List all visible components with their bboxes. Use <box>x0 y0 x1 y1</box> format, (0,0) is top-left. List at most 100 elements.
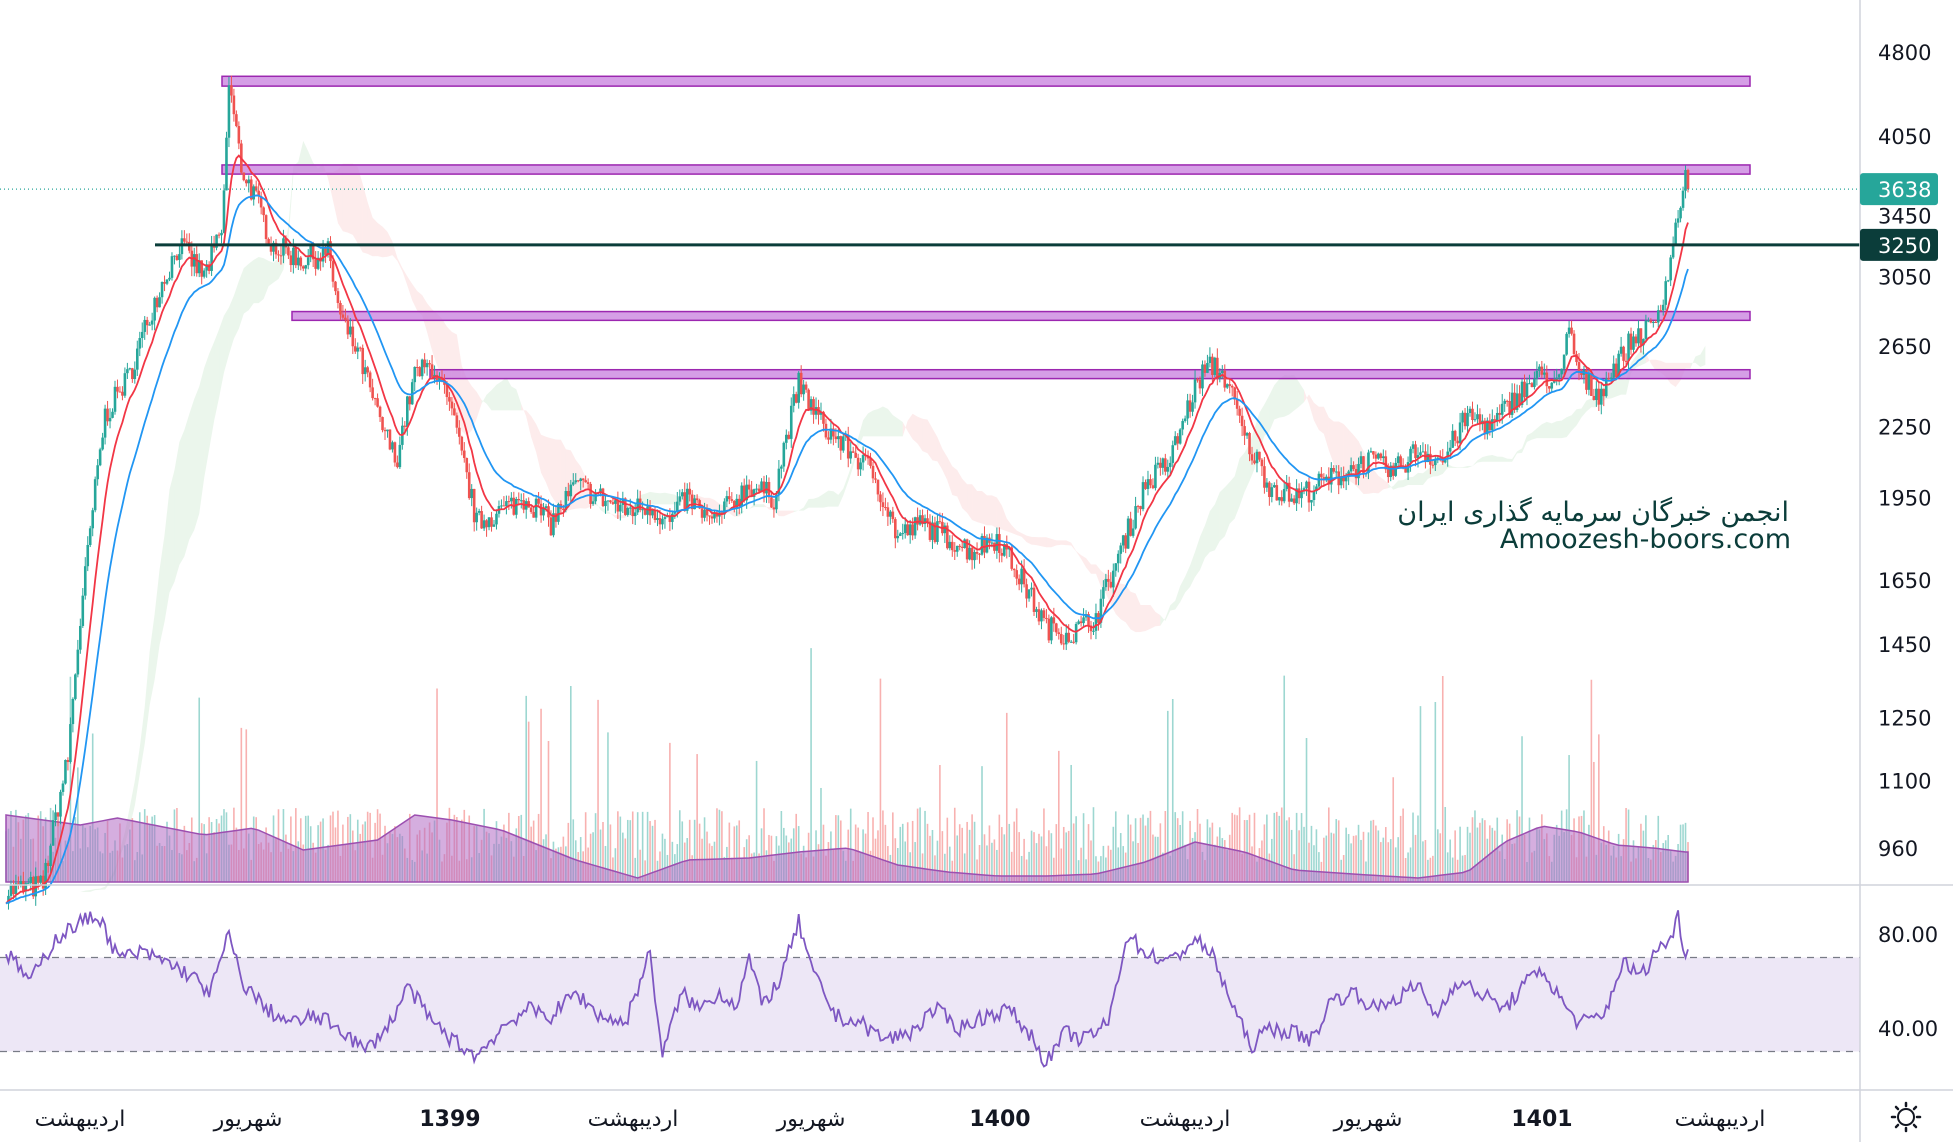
moving-averages <box>5 154 1689 905</box>
cloud-segment <box>996 497 1002 530</box>
candle-body <box>1290 498 1293 502</box>
candle-body <box>1562 354 1566 369</box>
cloud-segment <box>610 513 616 518</box>
candle-body <box>869 458 872 466</box>
candle-body <box>1136 506 1140 508</box>
cloud-segment <box>1199 525 1205 570</box>
candle-body <box>1604 378 1608 397</box>
time-axis[interactable]: اردیبهشت شهریور 1399 اردیبهشت شهریور 1400 اردی… <box>35 1107 1766 1132</box>
candle-body <box>628 507 632 509</box>
candle-body <box>54 812 57 821</box>
candle-body <box>477 511 481 513</box>
candle-body <box>1275 485 1279 501</box>
candle-body <box>1119 545 1123 554</box>
candle-body <box>1003 544 1006 556</box>
candle-body <box>81 595 85 626</box>
price-tick-label: 4800 <box>1878 41 1931 65</box>
cloud-segment <box>664 492 670 505</box>
candle-body <box>663 517 667 519</box>
candle-body <box>408 396 412 405</box>
candle-body <box>235 114 238 127</box>
cloud-segment <box>1497 456 1503 462</box>
cloud-segment <box>511 386 517 411</box>
price-axis[interactable]: 4800 4050 3450 3050 2650 2250 1950 1650 1450 1250… <box>1878 41 1931 861</box>
candle-body <box>950 541 954 551</box>
candle-body <box>1025 584 1028 599</box>
cloud-segment <box>1140 605 1146 633</box>
resistance-zone <box>221 164 1751 175</box>
cloud-segment <box>739 510 745 517</box>
cloud-segment <box>342 163 348 233</box>
cloud-segment <box>1115 583 1121 620</box>
candle-body <box>277 254 280 256</box>
candle-body <box>589 483 592 504</box>
candle-body <box>170 256 174 278</box>
candle-body <box>1431 464 1435 466</box>
cloud-segment <box>481 394 487 404</box>
cloud-segment <box>372 217 378 257</box>
cloud-segment <box>783 510 789 517</box>
cloud-segment <box>957 470 963 509</box>
candle-body <box>656 518 659 521</box>
candle-body <box>898 533 902 536</box>
cloud-segment <box>1308 394 1314 421</box>
candle-body <box>1609 377 1613 380</box>
candle-body <box>423 359 426 368</box>
candle-body <box>1139 506 1142 510</box>
candle-body <box>1131 528 1135 536</box>
cloud-segment <box>382 226 388 258</box>
cloud-segment <box>159 534 165 646</box>
candle-body <box>581 478 585 481</box>
cloud-segment <box>204 353 210 479</box>
candle-body <box>138 338 142 349</box>
candle-body <box>289 255 293 266</box>
candle-body <box>1141 482 1145 510</box>
candle-body <box>812 399 815 415</box>
rsi-axis: 80.00 40.00 <box>1878 923 1938 1041</box>
candle-body <box>39 875 42 883</box>
cloud-segment <box>243 263 249 314</box>
candle-body <box>249 179 253 200</box>
candle-body <box>1099 598 1103 623</box>
cloud-segment <box>1566 415 1572 438</box>
candle-body <box>874 478 877 480</box>
candle-body <box>891 511 895 520</box>
candle-body <box>1027 589 1031 599</box>
candle-body <box>1575 354 1578 363</box>
candle-body <box>1590 374 1593 396</box>
candle-body <box>66 759 70 763</box>
candle-body <box>1166 466 1170 472</box>
candle-body <box>1468 408 1472 414</box>
cloud-segment <box>1413 472 1418 485</box>
candle-body <box>83 566 87 596</box>
cloud-segment <box>1561 417 1567 439</box>
cloud-segment <box>1695 354 1701 367</box>
candle-body <box>1503 400 1506 404</box>
candle-body <box>448 397 451 402</box>
candle-body <box>1168 462 1172 467</box>
cloud-segment <box>1482 455 1488 462</box>
candle-body <box>1129 518 1132 536</box>
price-tick-label: 960 <box>1878 837 1918 861</box>
candle-body <box>74 674 77 699</box>
candle-body <box>304 265 308 269</box>
candle-body <box>901 533 905 535</box>
candle-body <box>965 539 969 560</box>
candle-body <box>1491 419 1494 431</box>
candle-body <box>1525 383 1529 398</box>
candle-body <box>9 884 13 896</box>
cloud-segment <box>942 448 948 481</box>
candle-body <box>1686 170 1690 190</box>
candle-body <box>809 399 813 411</box>
cloud-segment <box>328 171 333 201</box>
candle-body <box>633 512 637 517</box>
candle-body <box>41 875 45 889</box>
candle-body <box>549 517 553 536</box>
candle-body <box>1483 420 1487 435</box>
settings-gear-icon[interactable] <box>1890 1101 1922 1133</box>
watermark-persian: انجمن خبرگان سرمایه گذاری ایران <box>1397 496 1789 528</box>
candle-body <box>881 502 885 508</box>
candle-body <box>980 535 984 555</box>
candle-body <box>616 500 620 512</box>
